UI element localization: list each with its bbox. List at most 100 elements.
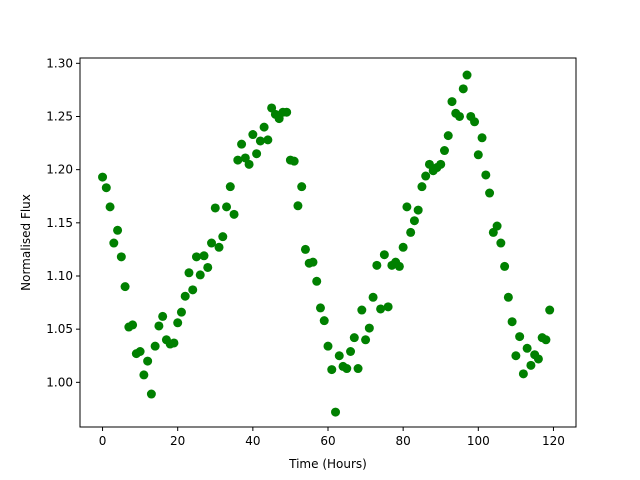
data-point — [421, 171, 431, 181]
data-point — [413, 205, 423, 215]
data-point — [297, 182, 307, 192]
data-point — [323, 341, 333, 351]
data-points — [98, 70, 555, 417]
data-point — [526, 360, 536, 370]
data-point — [436, 159, 446, 169]
data-point — [199, 251, 209, 261]
data-point — [188, 285, 198, 295]
data-point — [496, 238, 506, 248]
data-point — [176, 307, 186, 317]
data-point — [417, 182, 427, 192]
data-point — [353, 364, 363, 374]
data-point — [545, 305, 555, 315]
data-point — [409, 216, 419, 226]
data-point — [458, 84, 468, 94]
x-tick-label: 120 — [542, 434, 565, 448]
data-point — [477, 133, 487, 143]
data-point — [229, 209, 239, 219]
data-point — [146, 389, 156, 399]
x-axis-label: Time (Hours) — [288, 457, 367, 471]
data-point — [282, 107, 292, 117]
data-point — [143, 356, 153, 366]
data-point — [368, 292, 378, 302]
data-point — [334, 351, 344, 361]
data-point — [173, 318, 183, 328]
data-point — [135, 347, 145, 356]
data-point — [443, 131, 453, 141]
data-point — [522, 343, 532, 353]
data-point — [503, 292, 513, 302]
data-point — [481, 170, 491, 180]
data-point — [259, 122, 269, 132]
data-point — [485, 188, 495, 198]
data-point — [195, 270, 205, 280]
data-point — [105, 202, 115, 212]
data-point — [349, 333, 359, 343]
data-point — [128, 320, 138, 330]
data-point — [492, 221, 502, 231]
data-point — [398, 242, 408, 252]
data-point — [507, 317, 517, 327]
data-point — [447, 97, 457, 107]
data-point — [364, 323, 374, 333]
data-point — [342, 364, 352, 374]
data-point — [248, 130, 258, 140]
data-point — [315, 303, 325, 313]
y-tick-label: 1.10 — [46, 269, 73, 283]
data-point — [184, 268, 194, 278]
data-point — [462, 70, 472, 80]
data-point — [109, 238, 119, 248]
data-point — [154, 321, 164, 331]
data-point — [214, 242, 224, 252]
data-point — [222, 202, 232, 212]
data-point — [207, 238, 217, 248]
data-point — [406, 227, 416, 237]
y-tick-label: 1.15 — [46, 216, 73, 230]
x-axis-ticks: 0 20 40 60 80 100 120 — [99, 427, 565, 448]
data-point — [255, 136, 265, 146]
x-tick-label: 60 — [320, 434, 335, 448]
data-point — [319, 316, 329, 326]
data-point — [439, 146, 449, 156]
data-point — [376, 304, 386, 314]
data-point — [158, 311, 168, 321]
x-tick-label: 0 — [99, 434, 107, 448]
data-point — [455, 111, 465, 121]
x-tick-label: 20 — [170, 434, 185, 448]
data-point — [150, 341, 160, 351]
x-tick-label: 80 — [396, 434, 411, 448]
data-point — [372, 260, 382, 270]
y-tick-label: 1.30 — [46, 56, 73, 70]
data-point — [225, 182, 235, 192]
data-point — [533, 354, 543, 364]
data-point — [120, 282, 130, 292]
data-point — [331, 407, 341, 417]
data-point — [379, 250, 389, 260]
data-point — [98, 172, 108, 182]
data-point — [203, 262, 213, 272]
x-tick-label: 40 — [245, 434, 260, 448]
data-point — [312, 276, 322, 286]
data-point — [293, 201, 303, 211]
data-point — [113, 225, 123, 235]
data-point — [357, 305, 367, 315]
x-tick-label: 100 — [467, 434, 490, 448]
data-point — [541, 335, 551, 345]
data-point — [289, 156, 299, 166]
data-point — [473, 150, 483, 160]
data-point — [116, 252, 126, 262]
data-point — [139, 370, 149, 380]
data-point — [263, 135, 273, 145]
data-point — [402, 202, 412, 212]
data-point — [101, 183, 111, 193]
data-point — [180, 291, 190, 301]
data-point — [191, 252, 201, 262]
data-point — [252, 149, 262, 159]
y-tick-label: 1.00 — [46, 375, 73, 389]
y-axis-label: Normalised Flux — [19, 194, 33, 291]
data-point — [518, 369, 528, 379]
data-point — [233, 155, 243, 165]
data-point — [500, 261, 510, 271]
data-point — [515, 332, 525, 342]
